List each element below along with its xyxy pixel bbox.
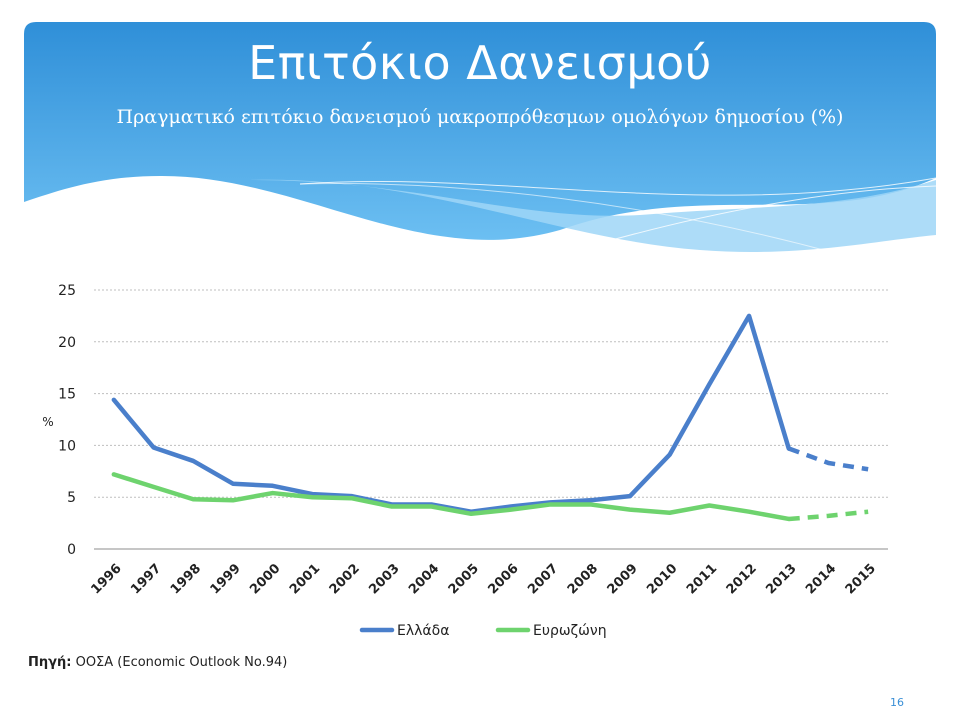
source-note: Πηγή: ΟΟΣΑ (Economic Outlook No.94) — [28, 655, 287, 670]
x-tick-label: 2013 — [763, 561, 799, 597]
header-wave-line-3 — [299, 183, 861, 261]
x-tick-label: 2009 — [605, 561, 641, 597]
x-tick-label: 2002 — [327, 561, 363, 597]
header-wave-line-1 — [299, 177, 937, 196]
y-tick-label: 25 — [58, 283, 76, 299]
y-tick-label: 20 — [58, 335, 76, 351]
series-line-eurozone — [111, 472, 791, 522]
y-axis-label: % — [42, 415, 53, 429]
slide-subtitle: Πραγματικό επιτόκιο δανεισμού μακροπρόθε… — [116, 106, 844, 128]
x-tick-label: 2004 — [406, 561, 442, 597]
source-label: Πηγή: — [28, 655, 72, 670]
header-wave-light — [250, 179, 936, 253]
x-tick-label: 1999 — [208, 561, 244, 597]
x-tick-label: 2012 — [724, 561, 760, 597]
series-line-greece — [111, 313, 791, 514]
legend-label: Ευρωζώνη — [533, 623, 607, 639]
x-tick-label: 2011 — [684, 561, 720, 597]
y-tick-label: 15 — [58, 387, 76, 403]
x-tick-label: 2015 — [843, 561, 879, 597]
slide-title: Επιτόκιο Δανεισμού — [248, 36, 712, 90]
header-banner — [24, 22, 936, 240]
x-tick-label: 2003 — [366, 561, 402, 597]
y-tick-label: 0 — [67, 542, 76, 558]
header-wave-line-2 — [589, 185, 937, 247]
x-tick-label: 2010 — [644, 561, 680, 597]
series-forecast-greece — [787, 446, 869, 472]
y-tick-label: 5 — [67, 490, 76, 506]
x-tick-label: 2006 — [485, 561, 521, 597]
x-tick-label: 2007 — [525, 561, 561, 597]
x-tick-label: 1997 — [128, 561, 164, 597]
x-tick-label: 2008 — [565, 561, 601, 597]
x-tick-label: 2001 — [287, 561, 323, 597]
y-tick-label: 10 — [58, 438, 76, 454]
source-text: ΟΟΣΑ (Economic Outlook No.94) — [71, 655, 288, 670]
x-tick-label: 2005 — [446, 561, 482, 597]
x-tick-label: 2014 — [803, 561, 839, 597]
x-tick-label: 2000 — [247, 561, 283, 597]
legend-label: Ελλάδα — [397, 623, 449, 639]
page-number: 16 — [890, 696, 904, 709]
x-tick-label: 1998 — [168, 561, 204, 597]
series-forecast-eurozone — [788, 509, 869, 522]
x-tick-label: 1996 — [88, 561, 124, 597]
